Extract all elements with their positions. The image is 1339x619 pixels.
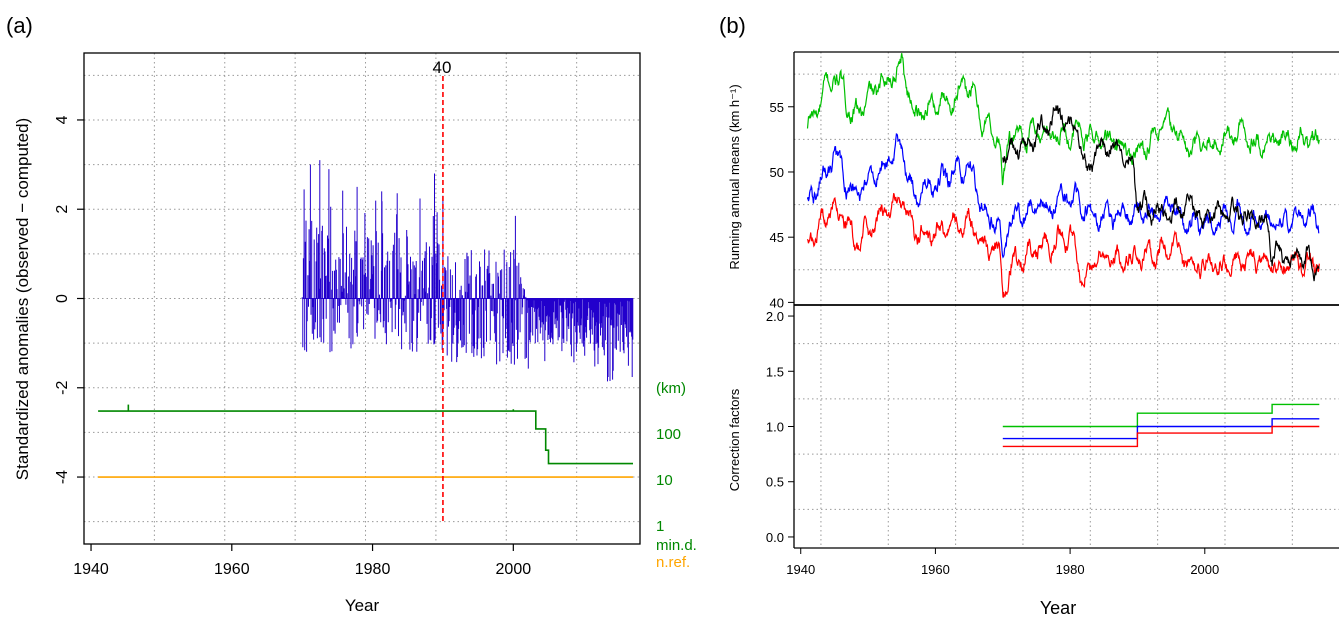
min-distance-line [98, 410, 633, 465]
y-tick-label: -4 [54, 470, 71, 484]
running-mean-black [1002, 105, 1320, 282]
y-tick-label: 4 [54, 115, 71, 124]
y-tick-label: 0.5 [766, 475, 784, 490]
right-axis-tick-1: 1 [656, 518, 664, 535]
panel-b-top-ylabel: Running annual means (km h⁻¹) [727, 84, 742, 269]
y-tick-label: 0.0 [766, 530, 784, 545]
x-tick-label: 1980 [1056, 562, 1085, 577]
y-tick-label: 50 [770, 165, 784, 180]
running-mean-blue [806, 133, 1320, 259]
y-tick-label: -2 [54, 381, 71, 395]
panel-label-b: (b) [719, 13, 746, 38]
anomaly-series [301, 160, 634, 382]
panel-b: (b) 40 45 50 55 0.0 0.5 1.0 1.5 2.0 1940 1960 1980 2… [719, 13, 1339, 618]
panel-a-ylabel: Standardized anomalies (observed − compu… [13, 118, 32, 480]
correction-factor-green [1002, 403, 1320, 428]
y-tick-label: 2.0 [766, 309, 784, 324]
panel-b-xlabel: Year [1040, 598, 1076, 618]
right-axis-label-nref: n.ref. [656, 554, 690, 571]
x-tick-label: 2000 [1190, 562, 1219, 577]
y-tick-label: 0 [54, 294, 71, 303]
x-tick-label: 1960 [921, 562, 950, 577]
running-mean-green [806, 53, 1320, 186]
panel-b-bottom-ylabel: Correction factors [727, 388, 742, 491]
panel-a: (a) 1940 1960 1980 2000 -4 -2 0 2 4 Year Standar… [6, 13, 697, 615]
y-tick-label: 40 [770, 295, 784, 310]
y-tick-label: 55 [770, 100, 784, 115]
panel-a-xlabel: Year [345, 596, 380, 615]
running-mean-red [806, 193, 1320, 299]
y-tick-label: 1.0 [766, 420, 784, 435]
panel-b-plot [806, 53, 1320, 448]
y-tick-label: 45 [770, 230, 784, 245]
right-axis-tick-10: 10 [656, 472, 673, 489]
panel-a-plot [98, 76, 634, 522]
x-tick-label: 1960 [214, 561, 250, 578]
panel-b-grid [794, 52, 1339, 548]
right-axis-tick-100: 100 [656, 426, 681, 443]
y-tick-label: 1.5 [766, 364, 784, 379]
break-label: 40 [433, 58, 452, 77]
panel-a-axes: 1940 1960 1980 2000 -4 -2 0 2 4 [54, 115, 531, 578]
correction-factor-blue [1002, 418, 1320, 440]
y-tick-label: 2 [54, 205, 71, 214]
x-tick-label: 2000 [496, 561, 532, 578]
x-tick-label: 1940 [73, 561, 109, 578]
x-tick-label: 1940 [786, 562, 815, 577]
panel-label-a: (a) [6, 13, 33, 38]
right-axis-unit: (km) [656, 380, 686, 397]
correction-factor-red [1002, 425, 1320, 448]
x-tick-label: 1980 [355, 561, 391, 578]
panel-b-axes: 40 45 50 55 0.0 0.5 1.0 1.5 2.0 1940 1960 1980 2000 [766, 100, 1219, 577]
right-axis-label-mind: min.d. [656, 537, 697, 554]
